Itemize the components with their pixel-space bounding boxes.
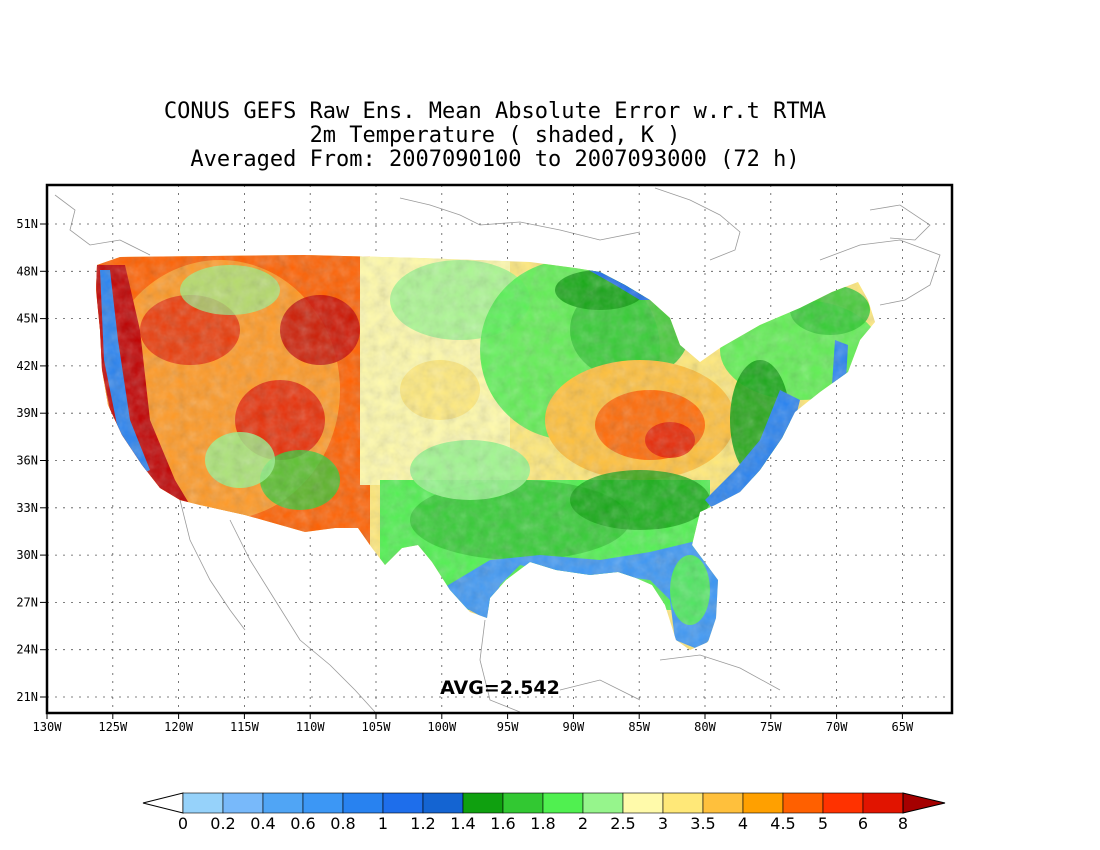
title-line-3: Averaged From: 2007090100 to 2007093000 … [190,147,800,172]
title-line-1: CONUS GEFS Raw Ens. Mean Absolute Error … [163,99,827,124]
colorbar-swatch [742,792,784,814]
colorbar-label: 8 [898,814,908,833]
colorbar-label: 0.2 [210,814,235,833]
colorbar-label: 1.8 [530,814,555,833]
colorbar-label: 0.4 [250,814,275,833]
maritimes [819,239,941,306]
lon-tick-label: 80W [694,720,716,734]
map-frame [45,183,954,715]
colorbar: 0 0.2 0.4 0.6 0.8 1 1.2 1.4 1.6 1.8 2 2.5 3 3.5 4 4.5 5 6… [142,792,946,833]
colorbar-label: 3.5 [690,814,715,833]
colorbar-label: 3 [658,814,668,833]
lat-tick-label: 39N [16,406,38,420]
lon-tick-label: 115W [230,720,260,734]
colorbar-label: 0.6 [290,814,315,833]
lat-tick-label: 51N [16,217,38,231]
colorbar-swatch [302,792,344,814]
background-geography [54,187,941,713]
colorbar-over-arrow [902,792,946,814]
colorbar-swatch [662,792,704,814]
lat-tick-label: 36N [16,454,38,468]
canada-coast-west [54,194,151,256]
mexico-west [229,519,376,713]
lat-tick-label: 21N [16,690,38,704]
colorbar-swatch [342,792,384,814]
lon-tick-label: 125W [98,720,128,734]
colorbar-label: 0.8 [330,814,355,833]
colorbar-swatch [182,792,224,814]
lon-tick-label: 110W [296,720,326,734]
colorbar-label: 1 [378,814,388,833]
longitude-labels: 130W 125W 120W 115W 110W 105W 100W 95W 90W 85W 80W… [33,713,914,734]
canada-interior [399,197,641,241]
colorbar-swatch [822,792,864,814]
lat-tick-label: 27N [16,595,38,609]
hudson-bay [654,187,741,261]
colorbar-swatch [542,792,584,814]
lat-tick-label: 42N [16,359,38,373]
newfoundland [869,204,931,241]
lon-tick-label: 70W [826,720,848,734]
average-label: AVG=2.542 [440,677,560,699]
colorbar-label: 4.5 [770,814,795,833]
mexico-gulf [479,619,521,713]
colorbar-label: 2.5 [610,814,635,833]
lat-tick-label: 48N [16,264,38,278]
lon-tick-label: 105W [362,720,392,734]
colorbar-swatch [382,792,424,814]
lat-tick-label: 24N [16,643,38,657]
lat-tick-label: 45N [16,312,38,326]
yucatan [559,679,641,701]
colorbar-swatch [582,792,624,814]
colorbar-swatch [422,792,464,814]
colorbar-swatch [862,792,904,814]
lat-tick-label: 33N [16,501,38,515]
lon-tick-label: 85W [628,720,650,734]
lon-tick-label: 95W [497,720,519,734]
cuba [659,654,781,691]
colorbar-swatch [782,792,824,814]
latitude-labels: 51N 48N 45N 42N 39N 36N 33N 30N 27N 24N 21N [16,217,47,704]
lon-tick-label: 120W [164,720,194,734]
lon-tick-label: 100W [427,720,457,734]
colorbar-swatch [462,792,504,814]
colorbar-label: 4 [738,814,748,833]
colorbar-label: 6 [858,814,868,833]
colorbar-swatch [702,792,744,814]
colorbar-label: 2 [578,814,588,833]
colorbar-label: 1.4 [450,814,475,833]
map-title: CONUS GEFS Raw Ens. Mean Absolute Error … [0,100,990,172]
colorbar-label: 1.6 [490,814,515,833]
colorbar-swatch [502,792,544,814]
colorbar-swatch [262,792,304,814]
colorbar-swatch [622,792,664,814]
colorbar-under-arrow [142,792,184,814]
lon-tick-label: 90W [563,720,585,734]
colorbar-label: 5 [818,814,828,833]
lon-tick-label: 75W [760,720,782,734]
colorbar-swatch [222,792,264,814]
colorbar-label: 0 [178,814,188,833]
baja [179,499,246,631]
colorbar-label: 1.2 [410,814,435,833]
lat-tick-label: 30N [16,548,38,562]
lon-tick-label: 65W [892,720,914,734]
title-line-2: 2m Temperature ( shaded, K ) [309,123,681,148]
lon-tick-label: 130W [33,720,63,734]
